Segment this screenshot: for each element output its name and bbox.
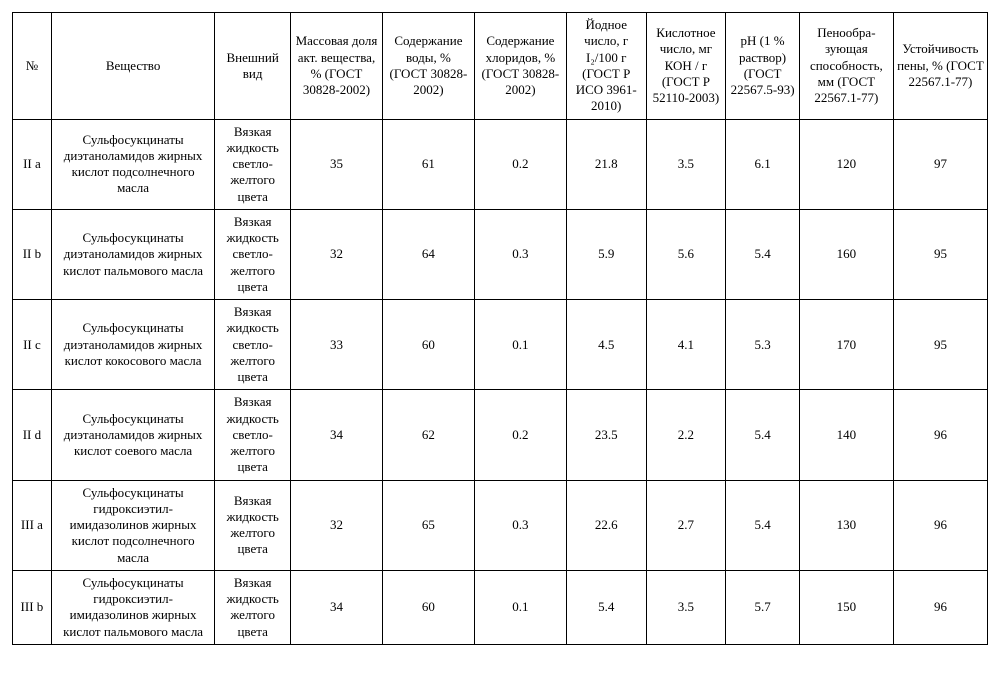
cell-substance: Сульфосукцинаты диэтаноламидов жирных ки…: [51, 300, 215, 390]
cell-appearance: Вязкая жидкость желтого цвета: [215, 480, 291, 570]
table-row: III bСульфосукцинаты гидроксиэтил-имидаз…: [13, 570, 988, 644]
cell-water: 60: [382, 570, 474, 644]
cell-substance: Сульфосукцинаты диэтаноламидов жирных ки…: [51, 209, 215, 299]
table-body: II aСульфосукцинаты диэтаноламидов жирны…: [13, 119, 988, 644]
cell-num: III a: [13, 480, 52, 570]
col-header-1: Вещество: [51, 13, 215, 120]
cell-chlorides: 0.2: [474, 119, 566, 209]
cell-mass: 35: [290, 119, 382, 209]
col-header-8: рН (1 % раствор) (ГОСТ 22567.5-93): [726, 13, 800, 120]
cell-chlorides: 0.2: [474, 390, 566, 480]
cell-acid: 4.1: [646, 300, 726, 390]
cell-ph: 6.1: [726, 119, 800, 209]
cell-foam: 160: [799, 209, 893, 299]
cell-acid: 3.5: [646, 570, 726, 644]
cell-chlorides: 0.3: [474, 480, 566, 570]
cell-stability: 97: [893, 119, 987, 209]
cell-ph: 5.7: [726, 570, 800, 644]
data-table: №ВеществоВнешний видМассовая доля акт. в…: [12, 12, 988, 645]
table-row: III aСульфосукцинаты гидроксиэтил-имидаз…: [13, 480, 988, 570]
cell-water: 60: [382, 300, 474, 390]
cell-appearance: Вязкая жидкость желтого цвета: [215, 570, 291, 644]
cell-water: 62: [382, 390, 474, 480]
cell-chlorides: 0.1: [474, 570, 566, 644]
cell-stability: 96: [893, 570, 987, 644]
cell-ph: 5.4: [726, 480, 800, 570]
cell-acid: 2.7: [646, 480, 726, 570]
col-header-6: Йодное число, г I₂/100 г (ГОСТ Р ИСО 396…: [566, 13, 646, 120]
cell-foam: 130: [799, 480, 893, 570]
cell-iodine: 21.8: [566, 119, 646, 209]
cell-mass: 32: [290, 209, 382, 299]
table-row: II dСульфосукцинаты диэтаноламидов жирны…: [13, 390, 988, 480]
cell-chlorides: 0.3: [474, 209, 566, 299]
cell-mass: 33: [290, 300, 382, 390]
cell-iodine: 4.5: [566, 300, 646, 390]
header-row: №ВеществоВнешний видМассовая доля акт. в…: [13, 13, 988, 120]
cell-mass: 34: [290, 570, 382, 644]
table-row: II bСульфосукцинаты диэтаноламидов жирны…: [13, 209, 988, 299]
table-row: II aСульфосукцинаты диэтаноламидов жирны…: [13, 119, 988, 209]
col-header-9: Пенообра­зующая способность, мм (ГОСТ 22…: [799, 13, 893, 120]
cell-ph: 5.4: [726, 209, 800, 299]
cell-mass: 32: [290, 480, 382, 570]
cell-stability: 95: [893, 209, 987, 299]
cell-chlorides: 0.1: [474, 300, 566, 390]
col-header-2: Внешний вид: [215, 13, 291, 120]
cell-water: 65: [382, 480, 474, 570]
cell-foam: 150: [799, 570, 893, 644]
table-head: №ВеществоВнешний видМассовая доля акт. в…: [13, 13, 988, 120]
cell-ph: 5.3: [726, 300, 800, 390]
cell-substance: Сульфосукцинаты гидроксиэтил-имидазолино…: [51, 480, 215, 570]
cell-stability: 96: [893, 390, 987, 480]
cell-foam: 120: [799, 119, 893, 209]
cell-appearance: Вязкая жидкость светло-желтого цвета: [215, 300, 291, 390]
cell-num: II d: [13, 390, 52, 480]
col-header-4: Содержание воды, % (ГОСТ 30828-2002): [382, 13, 474, 120]
cell-num: II b: [13, 209, 52, 299]
cell-stability: 95: [893, 300, 987, 390]
cell-appearance: Вязкая жидкость светло-желтого цвета: [215, 390, 291, 480]
cell-num: III b: [13, 570, 52, 644]
table-row: II cСульфосукцинаты диэтаноламидов жирны…: [13, 300, 988, 390]
cell-substance: Сульфосукцинаты гидроксиэтил-имидазолино…: [51, 570, 215, 644]
col-header-5: Содержание хлоридов, % (ГОСТ 30828-2002): [474, 13, 566, 120]
cell-water: 61: [382, 119, 474, 209]
cell-stability: 96: [893, 480, 987, 570]
col-header-3: Массовая доля акт. вещества, % (ГОСТ 308…: [290, 13, 382, 120]
cell-water: 64: [382, 209, 474, 299]
cell-foam: 170: [799, 300, 893, 390]
cell-acid: 5.6: [646, 209, 726, 299]
col-header-7: Кислотное число, мг КОН / г (ГОСТ Р 5211…: [646, 13, 726, 120]
cell-appearance: Вязкая жидкость светло-желтого цвета: [215, 209, 291, 299]
cell-iodine: 5.9: [566, 209, 646, 299]
cell-ph: 5.4: [726, 390, 800, 480]
cell-appearance: Вязкая жидкость светло-желтого цвета: [215, 119, 291, 209]
cell-acid: 3.5: [646, 119, 726, 209]
cell-iodine: 23.5: [566, 390, 646, 480]
cell-mass: 34: [290, 390, 382, 480]
cell-num: II a: [13, 119, 52, 209]
cell-num: II c: [13, 300, 52, 390]
cell-substance: Сульфосукцинаты диэтаноламидов жирных ки…: [51, 119, 215, 209]
cell-foam: 140: [799, 390, 893, 480]
cell-iodine: 5.4: [566, 570, 646, 644]
cell-acid: 2.2: [646, 390, 726, 480]
cell-iodine: 22.6: [566, 480, 646, 570]
col-header-10: Устойчи­вость пены, % (ГОСТ 22567.1-77): [893, 13, 987, 120]
cell-substance: Сульфосукцинаты диэтаноламидов жирных ки…: [51, 390, 215, 480]
col-header-0: №: [13, 13, 52, 120]
